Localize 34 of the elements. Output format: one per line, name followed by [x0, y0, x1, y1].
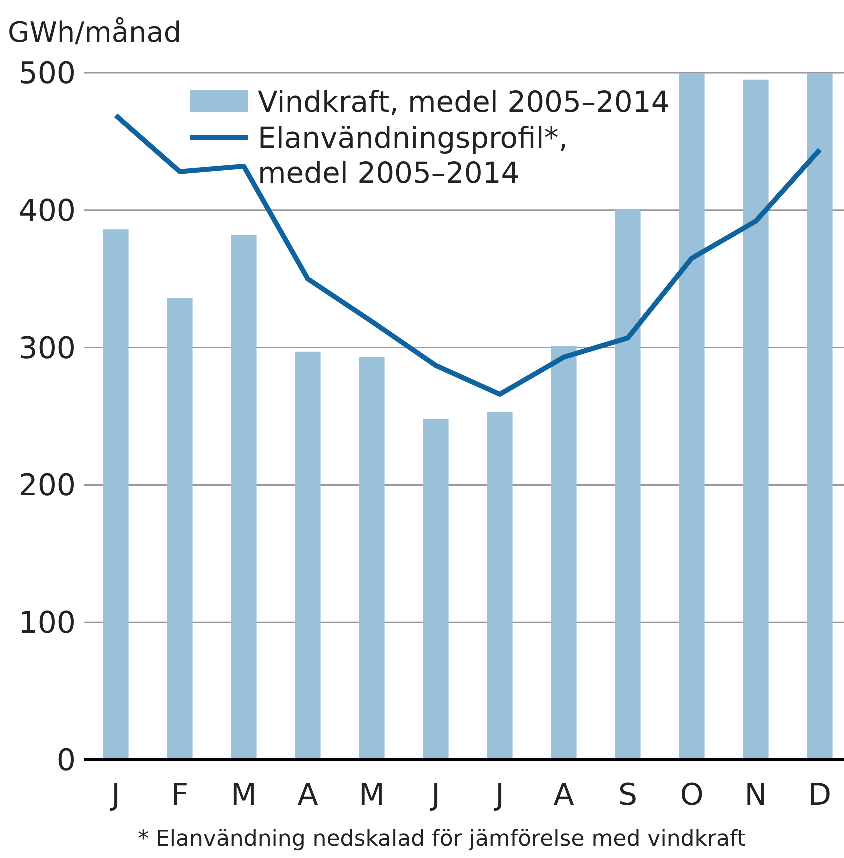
bar [551, 346, 577, 760]
x-tick-label: J [430, 778, 440, 813]
legend-label: Vindkraft, medel 2005–2014 [258, 85, 670, 120]
bar [295, 352, 321, 760]
bar [231, 235, 257, 760]
x-tick-label: M [359, 778, 385, 813]
x-tick-label: A [554, 778, 575, 813]
bar [807, 73, 833, 760]
bar [103, 230, 129, 760]
x-tick-label: J [110, 778, 120, 813]
text: * Elanvändning nedskalad för jämförelse med vindkraft [138, 827, 746, 852]
legend-label: Elanvändningsprofil*, medel 2005–2014 [258, 121, 568, 190]
bar [743, 80, 769, 760]
y-tick-label: 100 [18, 606, 76, 642]
y-tick-label: 500 [18, 56, 76, 92]
x-tick-label: J [494, 778, 504, 813]
y-axis-title: GWh/månad [8, 16, 182, 49]
x-tick-label: S [618, 778, 638, 813]
y-tick-label: 200 [18, 468, 76, 504]
bar [167, 298, 193, 760]
x-tick-label: M [231, 778, 257, 813]
x-tick-label: F [171, 778, 189, 813]
bar [423, 419, 449, 760]
y-tick-label: 400 [18, 194, 76, 229]
y-tick-label: 0 [56, 744, 76, 778]
y-tick-label: 300 [18, 331, 76, 366]
bar [359, 357, 385, 760]
bar [487, 412, 513, 760]
x-tick-label: D [808, 778, 832, 813]
bar [615, 209, 641, 760]
x-tick-label: N [744, 778, 768, 813]
x-tick-label: A [298, 778, 319, 813]
x-tick-label: O [680, 778, 704, 813]
bar [679, 73, 705, 760]
